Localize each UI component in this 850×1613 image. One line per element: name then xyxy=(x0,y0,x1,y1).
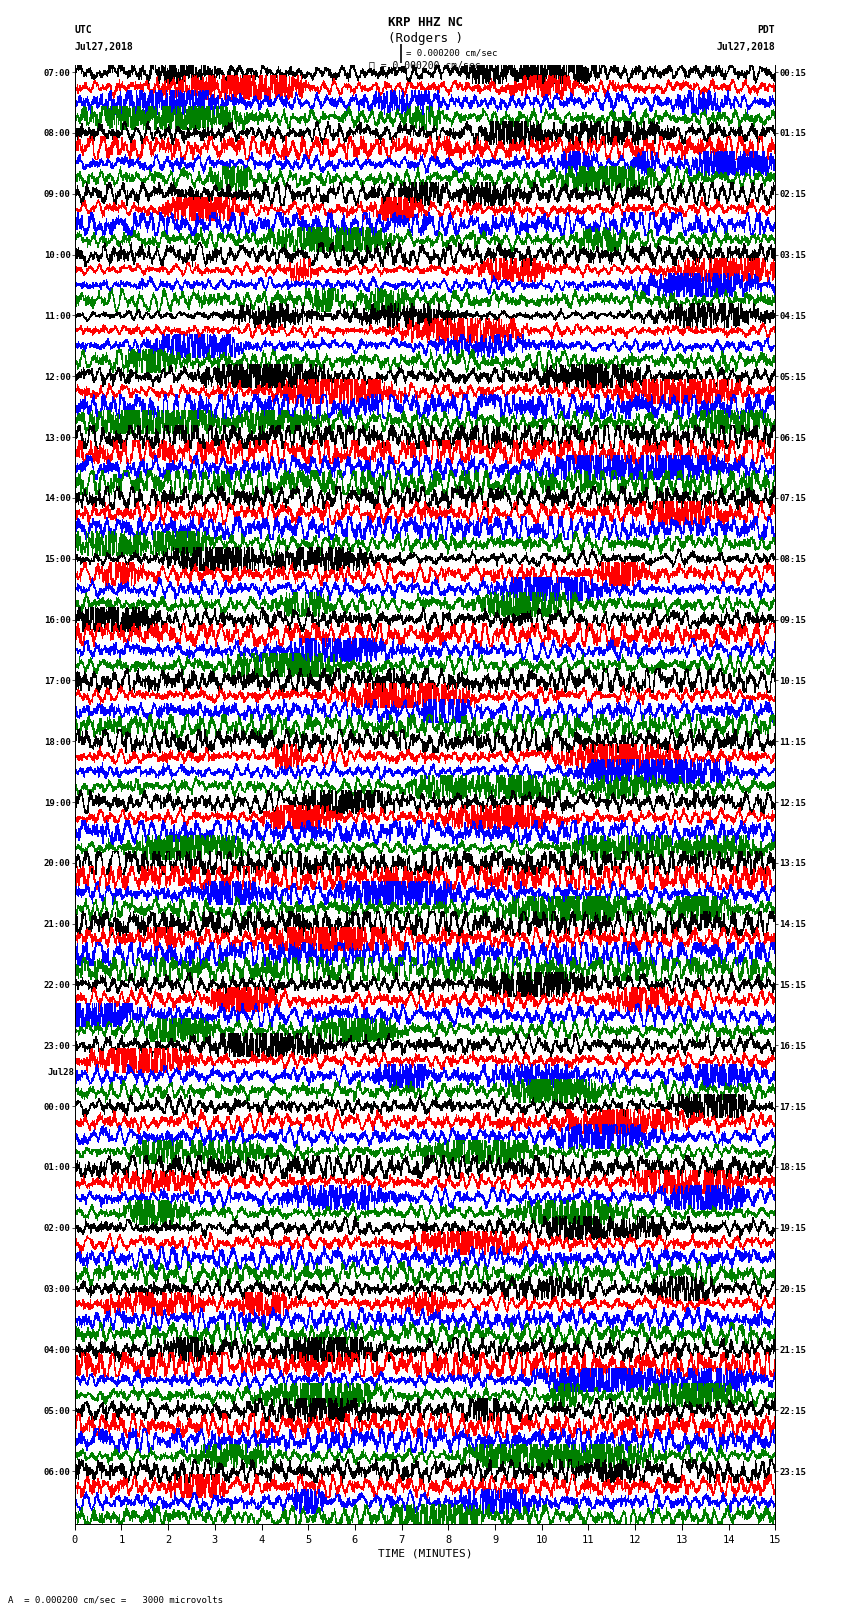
Text: KRP HHZ NC: KRP HHZ NC xyxy=(388,16,462,29)
Text: = 0.000200 cm/sec: = 0.000200 cm/sec xyxy=(406,48,497,58)
Text: ⎯ = 0.000200 cm/sec: ⎯ = 0.000200 cm/sec xyxy=(369,60,481,69)
Text: UTC: UTC xyxy=(75,26,93,35)
Text: Jul27,2018: Jul27,2018 xyxy=(717,42,775,52)
Text: (Rodgers ): (Rodgers ) xyxy=(388,32,462,45)
Text: Jul27,2018: Jul27,2018 xyxy=(75,42,133,52)
Text: A  = 0.000200 cm/sec =   3000 microvolts: A = 0.000200 cm/sec = 3000 microvolts xyxy=(8,1595,224,1605)
Text: Jul28: Jul28 xyxy=(48,1068,74,1077)
Text: PDT: PDT xyxy=(757,26,775,35)
X-axis label: TIME (MINUTES): TIME (MINUTES) xyxy=(377,1548,473,1558)
